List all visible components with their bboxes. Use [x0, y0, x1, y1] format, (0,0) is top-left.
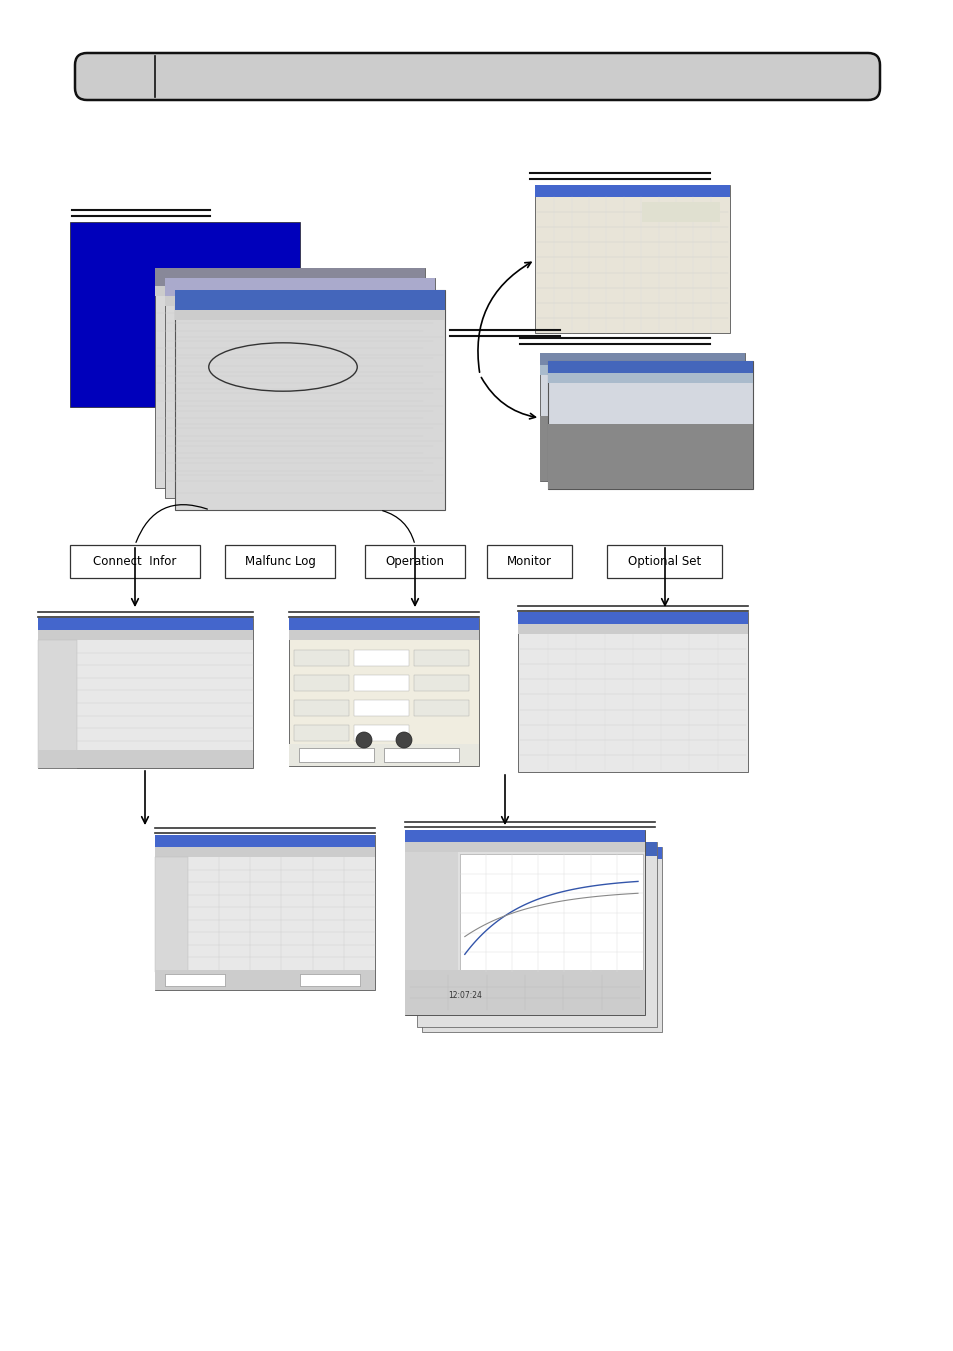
Bar: [416, 842, 657, 857]
Bar: [38, 630, 253, 640]
Bar: [154, 857, 188, 971]
Bar: [174, 290, 444, 509]
Bar: [535, 185, 729, 197]
Bar: [535, 185, 729, 332]
Bar: [154, 835, 375, 847]
Bar: [539, 365, 744, 376]
Bar: [165, 974, 225, 986]
Bar: [459, 854, 642, 971]
Bar: [354, 650, 409, 666]
Bar: [414, 700, 469, 716]
Bar: [539, 353, 744, 481]
Circle shape: [395, 732, 412, 748]
Bar: [154, 286, 424, 296]
Bar: [154, 267, 424, 488]
Bar: [517, 612, 747, 771]
Bar: [354, 700, 409, 716]
Bar: [547, 361, 752, 373]
Bar: [606, 544, 721, 578]
Bar: [70, 544, 200, 578]
Bar: [154, 267, 424, 286]
Bar: [405, 830, 644, 1015]
Bar: [405, 970, 644, 1015]
Bar: [165, 278, 435, 296]
Text: Connect  Infor: Connect Infor: [93, 555, 176, 567]
Bar: [38, 640, 76, 767]
Bar: [539, 353, 744, 365]
Bar: [225, 544, 335, 578]
Bar: [405, 852, 457, 975]
Bar: [294, 725, 349, 740]
Bar: [174, 309, 444, 320]
Bar: [354, 725, 409, 740]
Bar: [354, 676, 409, 690]
Bar: [298, 748, 374, 762]
Bar: [294, 650, 349, 666]
Bar: [289, 744, 478, 766]
Bar: [299, 974, 359, 986]
Bar: [154, 970, 375, 990]
Bar: [38, 617, 253, 767]
Bar: [414, 650, 469, 666]
Bar: [641, 203, 720, 222]
Bar: [70, 222, 299, 407]
Bar: [365, 544, 464, 578]
Bar: [547, 373, 752, 382]
Bar: [414, 676, 469, 690]
Bar: [416, 842, 657, 1027]
Bar: [165, 296, 435, 305]
Bar: [294, 676, 349, 690]
Bar: [421, 847, 661, 1032]
Circle shape: [355, 732, 372, 748]
Bar: [405, 830, 644, 842]
Bar: [539, 416, 744, 481]
Bar: [547, 424, 752, 489]
Text: Monitor: Monitor: [506, 555, 552, 567]
Text: Operation: Operation: [385, 555, 444, 567]
Bar: [289, 617, 478, 630]
Bar: [165, 278, 435, 499]
Bar: [517, 612, 747, 624]
Text: Optional Set: Optional Set: [627, 555, 700, 567]
Bar: [384, 748, 458, 762]
Bar: [289, 617, 478, 766]
Bar: [421, 847, 661, 859]
Bar: [154, 835, 375, 990]
Text: 12:07:24: 12:07:24: [448, 992, 481, 1000]
Bar: [486, 544, 572, 578]
Bar: [174, 290, 444, 309]
Bar: [517, 624, 747, 634]
Bar: [547, 361, 752, 489]
Bar: [294, 700, 349, 716]
Bar: [38, 617, 253, 630]
Text: Malfunc Log: Malfunc Log: [244, 555, 315, 567]
Bar: [154, 847, 375, 857]
Bar: [289, 630, 478, 640]
Bar: [405, 842, 644, 852]
FancyBboxPatch shape: [75, 53, 879, 100]
Bar: [38, 750, 253, 767]
